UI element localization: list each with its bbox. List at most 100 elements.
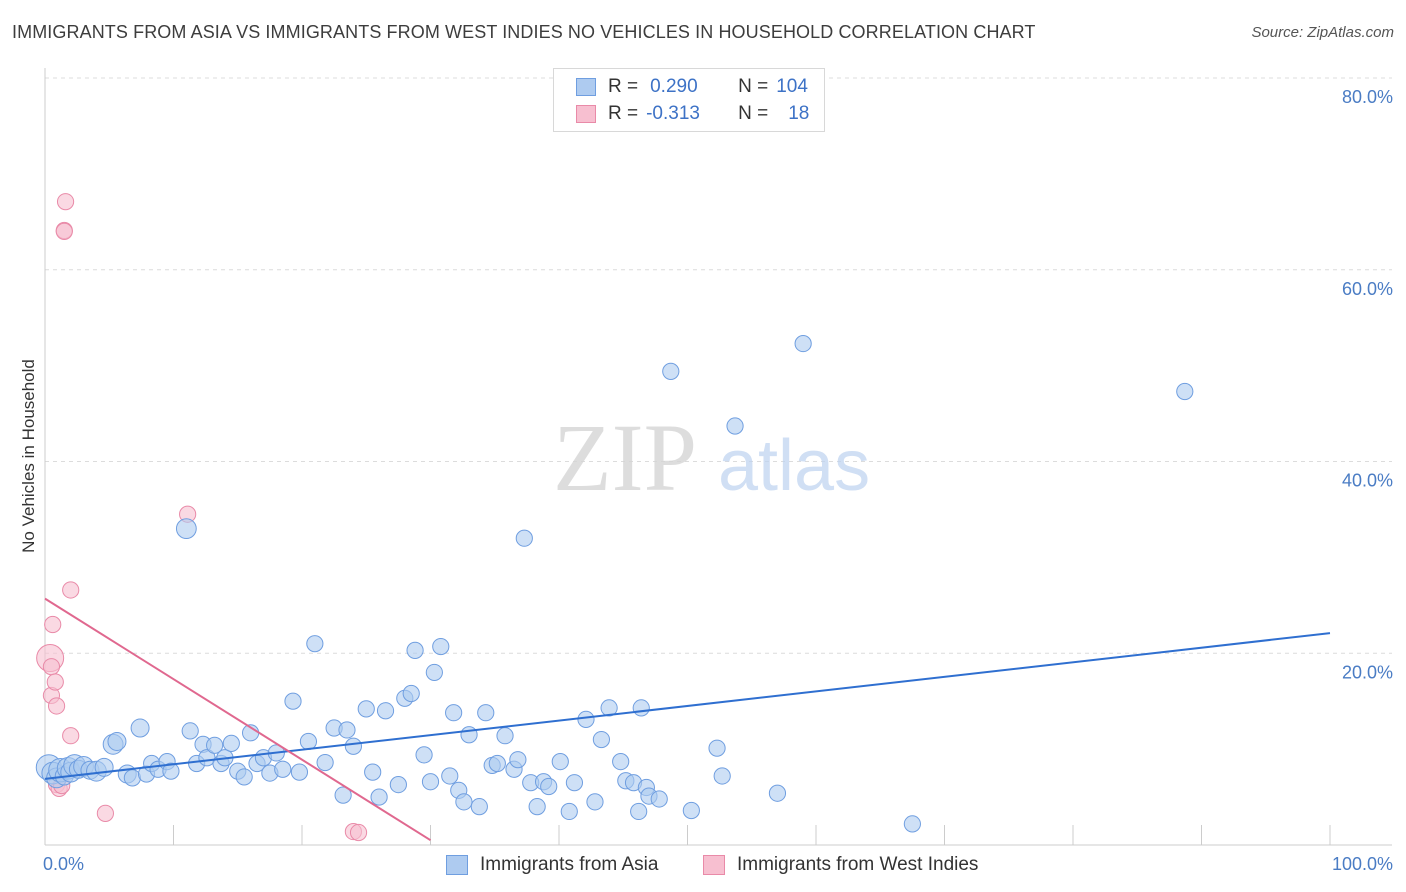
west-indies-point-13 bbox=[62, 727, 80, 745]
asia-point-40 bbox=[284, 692, 302, 710]
asia-point-17 bbox=[123, 769, 141, 787]
asia-point-60 bbox=[432, 637, 450, 656]
asia-point-84 bbox=[600, 699, 618, 717]
asia-point-57 bbox=[415, 746, 433, 764]
west-indies-trend-line bbox=[44, 597, 432, 842]
asia-point-72 bbox=[509, 751, 527, 769]
legend-wi-r-value: -0.313 bbox=[646, 103, 700, 124]
asia-point-75 bbox=[528, 798, 546, 816]
source-label: Source: ZipAtlas.com bbox=[1251, 24, 1394, 41]
y-axis-label: No Vehicles in Household bbox=[19, 359, 38, 553]
asia-point-67 bbox=[477, 704, 495, 722]
y-tick-label-40: 40.0% bbox=[1342, 471, 1393, 491]
y-tick-label-20: 20.0% bbox=[1342, 662, 1393, 682]
watermark: ZIP atlas bbox=[553, 404, 870, 511]
bottom-legend-west-indies: Immigrants from West Indies bbox=[703, 852, 978, 878]
legend-swatch-west-indies bbox=[576, 105, 596, 123]
asia-point-56 bbox=[406, 641, 424, 659]
asia-point-83 bbox=[592, 730, 611, 749]
tick-labels: 20.0% 40.0% 60.0% 80.0% 0.0% 100.0% bbox=[43, 87, 1393, 874]
asia-point-73 bbox=[515, 529, 533, 547]
west-indies-point-4 bbox=[46, 673, 64, 691]
chart-title: IMMIGRANTS FROM ASIA VS IMMIGRANTS FROM … bbox=[12, 22, 1036, 42]
west-indies-point-10 bbox=[55, 222, 73, 240]
x-tick-label-min: 0.0% bbox=[43, 854, 84, 874]
bottom-swatch-asia bbox=[446, 855, 468, 875]
west-indies-point-2 bbox=[44, 615, 62, 634]
asia-point-62 bbox=[445, 704, 463, 722]
grid-lines bbox=[45, 77, 1392, 654]
asia-point-80 bbox=[565, 774, 584, 792]
asia-trend-line bbox=[44, 632, 1331, 780]
bottom-legend-west-indies-label: Immigrants from West Indies bbox=[737, 854, 979, 875]
west-indies-point-1 bbox=[42, 658, 61, 676]
asia-point-96 bbox=[713, 767, 731, 785]
asia-point-33 bbox=[235, 768, 253, 786]
correlation-legend: R = 0.290 N = 104 R = -0.313 N = 18 bbox=[553, 68, 825, 132]
asia-point-47 bbox=[334, 786, 352, 804]
bottom-swatch-west-indies bbox=[703, 855, 725, 875]
asia-point-46 bbox=[338, 721, 356, 739]
asia-point-14 bbox=[107, 731, 127, 751]
asia-point-41 bbox=[290, 763, 309, 781]
watermark-zip: ZIP bbox=[553, 404, 697, 511]
asia-point-53 bbox=[389, 775, 407, 794]
x-tick-label-max: 100.0% bbox=[1332, 854, 1393, 874]
asia-point-15 bbox=[130, 718, 150, 738]
asia-point-42 bbox=[299, 732, 318, 751]
y-tick-label-80: 80.0% bbox=[1342, 87, 1393, 107]
bottom-legend-asia-label: Immigrants from Asia bbox=[480, 854, 659, 875]
asia-point-64 bbox=[455, 793, 473, 811]
asia-point-88 bbox=[630, 802, 648, 821]
asia-point-66 bbox=[470, 798, 488, 816]
asia-point-50 bbox=[364, 763, 382, 781]
asia-point-59 bbox=[421, 773, 440, 791]
asia-point-43 bbox=[306, 635, 324, 653]
legend-asia-r-value: 0.290 bbox=[650, 76, 698, 97]
asia-point-69 bbox=[488, 754, 506, 773]
legend-row-west-indies: R = -0.313 N = 18 bbox=[576, 101, 809, 127]
legend-wi-n-value: 18 bbox=[788, 103, 810, 124]
y-tick-label-60: 60.0% bbox=[1342, 279, 1393, 299]
asia-point-79 bbox=[560, 802, 578, 821]
asia-point-44 bbox=[316, 753, 334, 772]
asia-point-58 bbox=[425, 663, 443, 682]
asia-point-95 bbox=[708, 739, 726, 757]
asia-point-82 bbox=[586, 793, 604, 811]
asia-point-70 bbox=[496, 727, 514, 745]
asia-point-49 bbox=[357, 700, 375, 718]
watermark-atlas: atlas bbox=[718, 426, 870, 506]
asia-point-23 bbox=[175, 518, 197, 540]
legend-asia-n-label: N = bbox=[738, 76, 769, 97]
asia-point-78 bbox=[551, 752, 569, 771]
bottom-legend-asia: Immigrants from Asia bbox=[446, 852, 658, 878]
asia-point-97 bbox=[726, 417, 744, 435]
west-indies-point-14 bbox=[96, 804, 114, 822]
asia-point-85 bbox=[612, 752, 630, 771]
asia-point-77 bbox=[540, 777, 558, 796]
legend-wi-n-label: N = bbox=[738, 103, 769, 124]
asia-point-31 bbox=[222, 734, 240, 752]
west-indies-point-11 bbox=[56, 193, 75, 211]
legend-asia-r-label: R = bbox=[608, 76, 639, 97]
asia-point-65 bbox=[460, 726, 478, 744]
asia-point-94 bbox=[682, 801, 700, 820]
asia-point-39 bbox=[274, 760, 292, 778]
legend-row-asia: R = 0.290 N = 104 bbox=[576, 74, 808, 100]
trend-lines bbox=[44, 597, 1331, 842]
west-indies-point-5 bbox=[47, 697, 66, 715]
asia-point-61 bbox=[441, 767, 459, 785]
asia-point-92 bbox=[650, 790, 668, 808]
west-indies-point-17 bbox=[349, 823, 368, 842]
asia-point-81 bbox=[577, 710, 595, 729]
asia-point-24 bbox=[181, 722, 199, 740]
asia-point-55 bbox=[402, 684, 420, 703]
asia-point-28 bbox=[206, 736, 224, 754]
west-indies-point-12 bbox=[62, 581, 80, 599]
asia-point-48 bbox=[344, 737, 362, 755]
asia-point-101 bbox=[1176, 382, 1194, 401]
asia-point-51 bbox=[370, 788, 388, 806]
asia-point-22 bbox=[162, 762, 180, 780]
asia-point-98 bbox=[768, 784, 787, 802]
